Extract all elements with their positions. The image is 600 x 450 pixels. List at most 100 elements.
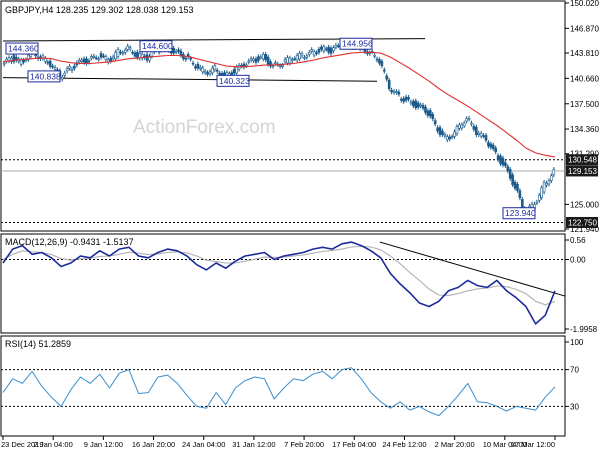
price-candle-body (269, 61, 272, 67)
price-candle-body (450, 136, 454, 138)
x-tick-label: 7 Feb 20:00 (284, 440, 324, 449)
price-candle-body (508, 169, 512, 179)
price-candle-body (63, 72, 67, 76)
price-candle-body (506, 166, 510, 172)
price-candle-body (511, 174, 514, 185)
price-candle-body (416, 102, 420, 108)
price-ytick-label: 121.940 (570, 225, 599, 234)
price-annotation-box (27, 70, 61, 83)
price-candle-body (537, 194, 541, 201)
price-ytick-label: 150.020 (570, 0, 599, 8)
rsi-line (2, 367, 556, 417)
current-price-tag: 129.153 (568, 167, 597, 176)
price-candle-body (448, 136, 451, 140)
price-panel-title: GBPJPY,H4 128.235 129.302 128.038 129.15… (5, 5, 194, 15)
price-candle-body (271, 65, 275, 68)
price-candle-body (540, 187, 543, 198)
price-candle-body (232, 69, 236, 74)
price-candle-body (475, 126, 478, 136)
price-candle-body (150, 51, 154, 57)
price-candle-body (235, 66, 238, 74)
price-candle-body (213, 65, 217, 70)
price-candle-body (291, 59, 294, 62)
price-candle-body (179, 50, 183, 56)
price-candle-body (487, 142, 490, 147)
price-candle-body (201, 67, 205, 73)
price-candle-body (499, 155, 502, 164)
x-tick-label: 10 Mar 04:00 (483, 440, 527, 449)
price-candle-body (293, 58, 297, 60)
price-annotation-label: 140.838 (30, 71, 61, 81)
price-candle-body (402, 98, 405, 102)
price-candle-body (257, 56, 260, 61)
price-candle-body (465, 118, 468, 122)
current-price-tag-box (566, 165, 598, 177)
x-tick-label: 17 Mar 12:00 (511, 440, 555, 449)
price-candle-body (191, 62, 195, 65)
price-candle-body (324, 48, 328, 51)
price-annotation-box (339, 37, 373, 50)
price-candle-body (373, 55, 376, 57)
price-candle-body (479, 132, 483, 137)
level-tag-lower-box (566, 216, 598, 228)
price-annotation-box (502, 207, 536, 220)
price-candle-body (438, 127, 442, 136)
price-candle-body (315, 52, 318, 55)
price-candle-body (472, 125, 476, 130)
price-candle-body (99, 53, 103, 58)
price-candle-body (516, 183, 519, 191)
price-candle-body (230, 72, 234, 75)
price-candle-body (535, 201, 539, 204)
price-candle-body (177, 49, 180, 52)
price-candle-body (426, 110, 430, 116)
price-annotation-label: 144.360 (8, 44, 39, 54)
price-candle-body (121, 52, 125, 54)
rsi-panel-frame (0, 335, 566, 437)
price-candle-body (203, 71, 207, 74)
price-candle-body (102, 55, 105, 58)
price-candle-body (133, 52, 137, 57)
price-candle-body (545, 183, 548, 186)
price-candle-body (114, 52, 117, 60)
price-candle-body (412, 101, 415, 107)
price-candle-body (518, 190, 522, 199)
price-candle-body (119, 51, 122, 54)
price-candle-body (482, 135, 485, 137)
price-candle-body (283, 59, 287, 62)
price-candle-body (44, 58, 47, 62)
price-candle-body (68, 66, 71, 69)
price-candle-body (334, 45, 338, 48)
price-candle-body (90, 56, 93, 59)
macd-series-group (2, 241, 556, 325)
macd-panel-title: MACD(12,26,9) -0.9431 -1.5137 (5, 237, 134, 247)
price-candle-body (484, 135, 488, 141)
price-ytick-label: 140.660 (570, 74, 599, 83)
price-ytick-label: 143.810 (570, 49, 599, 58)
price-candle-body (194, 66, 197, 69)
price-annotation-label: 144.956 (342, 39, 373, 49)
price-candle-body (281, 65, 284, 67)
price-candle-body (73, 65, 76, 69)
price-candle-body (378, 59, 381, 64)
price-candle-body (261, 54, 265, 60)
price-ytick-label: 137.500 (570, 100, 599, 109)
price-candle-body (199, 66, 202, 69)
price-candle-body (494, 147, 497, 153)
x-tick-label: 24 Jan 04:00 (182, 440, 225, 449)
level-tag-upper-box (566, 154, 598, 166)
price-candle-body (458, 124, 461, 129)
price-candle-body (85, 58, 88, 64)
price-candle-body (208, 71, 212, 75)
rsi-ytick-label: 30 (570, 402, 579, 411)
price-candle-body (431, 114, 435, 120)
price-candle-body (312, 51, 316, 56)
price-candle-body (433, 120, 437, 125)
price-candle-body (521, 199, 524, 208)
price-candle-body (310, 49, 313, 52)
macd-trend-line (379, 241, 566, 297)
price-candle-body (322, 46, 326, 52)
price-candle-body (317, 48, 321, 53)
price-candle-body (53, 67, 57, 70)
